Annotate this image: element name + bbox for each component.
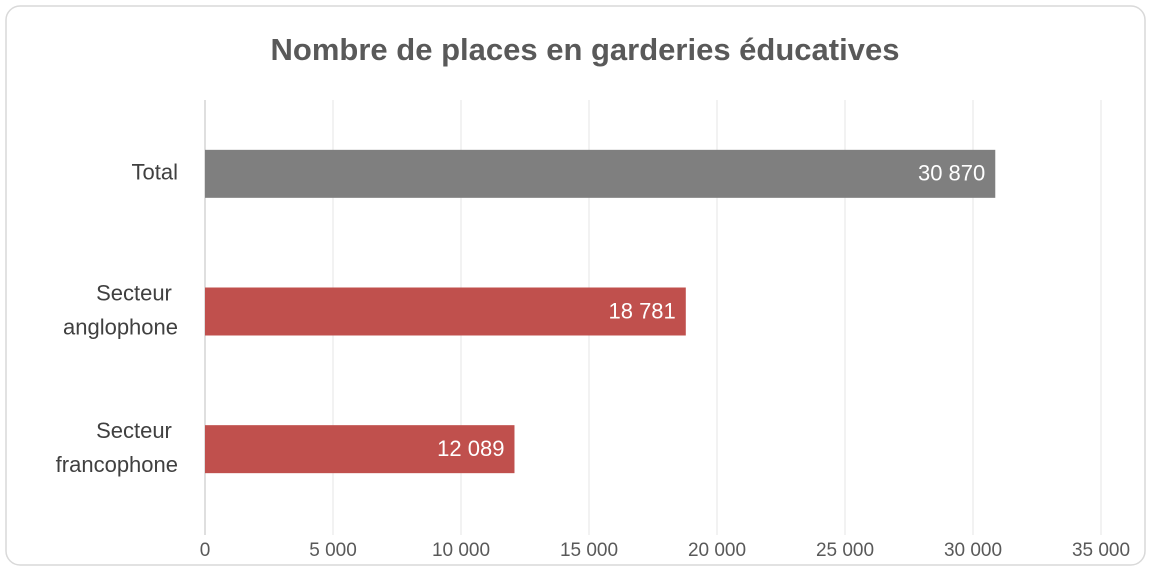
x-tick-label: 30 000	[944, 540, 1002, 561]
y-tick-label: Secteur francophone	[56, 418, 178, 477]
value-label: 18 781	[608, 298, 675, 323]
value-label: 30 870	[918, 161, 985, 186]
x-tick-label: 5 000	[309, 540, 357, 561]
x-tick-label: 25 000	[816, 540, 874, 561]
y-tick-label: Secteur anglophone	[63, 280, 178, 339]
x-tick-label: 15 000	[560, 540, 618, 561]
bar	[205, 287, 686, 336]
x-tick-label: 10 000	[432, 540, 490, 561]
y-tick-label: Total	[132, 160, 178, 185]
value-label: 12 089	[437, 436, 504, 461]
x-tick-label: 20 000	[688, 540, 746, 561]
x-tick-label: 0	[200, 540, 211, 561]
x-tick-label: 35 000	[1072, 540, 1130, 561]
bar	[205, 425, 515, 474]
chart-title: Nombre de places en garderies éducatives	[271, 32, 900, 67]
bar	[205, 149, 996, 198]
